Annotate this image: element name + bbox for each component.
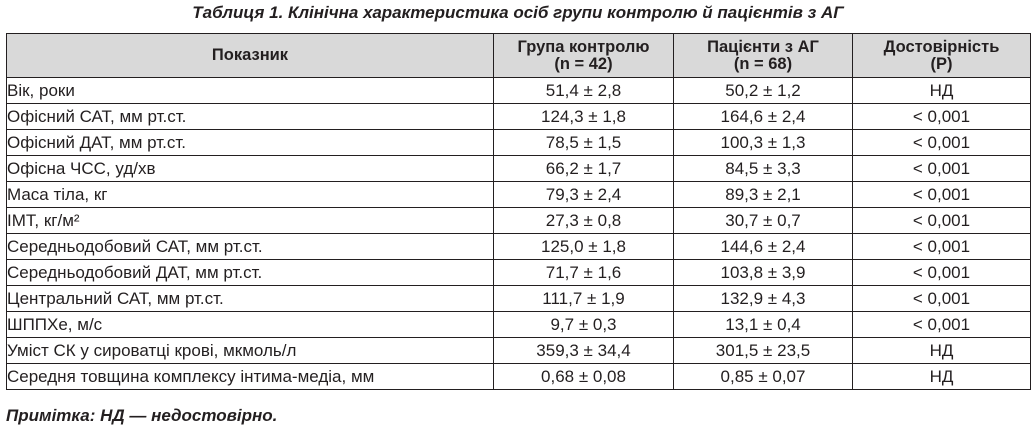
cell-control: 0,68 ± 0,08	[493, 363, 674, 390]
cell-patients: 13,1 ± 0,4	[673, 311, 853, 338]
table-row: Офісна ЧСС, уд/хв 66,2 ± 1,7 84,5 ± 3,3 …	[6, 155, 1031, 182]
cell-patients: 50,2 ± 1,2	[673, 77, 853, 104]
table-note: Примітка: НД — недостовірно.	[6, 406, 278, 425]
cell-control: 111,7 ± 1,9	[493, 285, 674, 312]
clinical-characteristics-table: Показник Група контролю (n = 42) Пацієнт…	[6, 33, 1031, 390]
cell-patients: 132,9 ± 4,3	[673, 285, 853, 312]
cell-patients: 100,3 ± 1,3	[673, 129, 853, 156]
cell-significance: < 0,001	[852, 181, 1031, 208]
cell-significance: < 0,001	[852, 259, 1031, 286]
column-header-patients-n: (n = 68)	[733, 54, 793, 73]
cell-control: 71,7 ± 1,6	[493, 259, 674, 286]
cell-control: 79,3 ± 2,4	[493, 181, 674, 208]
cell-significance: НД	[852, 77, 1031, 104]
table-row: Уміст СК у сироватці крові, мкмоль/л 359…	[6, 337, 1031, 364]
cell-indicator: Уміст СК у сироватці крові, мкмоль/л	[6, 337, 494, 364]
cell-control: 124,3 ± 1,8	[493, 103, 674, 130]
table-row: ІМТ, кг/м² 27,3 ± 0,8 30,7 ± 0,7 < 0,001	[6, 207, 1031, 234]
column-header-control-group-n: (n = 42)	[554, 54, 613, 73]
cell-indicator: Офісний САТ, мм рт.ст.	[6, 103, 494, 130]
cell-significance: НД	[852, 363, 1031, 390]
cell-patients: 301,5 ± 23,5	[673, 337, 853, 364]
table-row: Вік, роки 51,4 ± 2,8 50,2 ± 1,2 НД	[6, 77, 1031, 104]
cell-control: 78,5 ± 1,5	[493, 129, 674, 156]
table-row: Середня товщина комплексу інтима-медіа, …	[6, 363, 1031, 390]
cell-significance: НД	[852, 337, 1031, 364]
cell-indicator: Середньодобовий САТ, мм рт.ст.	[6, 233, 494, 260]
cell-control: 125,0 ± 1,8	[493, 233, 674, 260]
table-row: Офісний ДАТ, мм рт.ст. 78,5 ± 1,5 100,3 …	[6, 129, 1031, 156]
cell-significance: < 0,001	[852, 207, 1031, 234]
column-header-control-group: Група контролю (n = 42)	[493, 33, 674, 78]
column-header-indicator: Показник	[6, 33, 494, 78]
cell-patients: 164,6 ± 2,4	[673, 103, 853, 130]
column-header-significance-p: (Р)	[930, 54, 953, 73]
column-header-significance: Достовірність (Р)	[852, 33, 1031, 78]
cell-indicator: Офісний ДАТ, мм рт.ст.	[6, 129, 494, 156]
cell-indicator: Середньодобовий ДАТ, мм рт.ст.	[6, 259, 494, 286]
table-row: Середньодобовий САТ, мм рт.ст. 125,0 ± 1…	[6, 233, 1031, 260]
cell-significance: < 0,001	[852, 103, 1031, 130]
cell-control: 359,3 ± 34,4	[493, 337, 674, 364]
cell-significance: < 0,001	[852, 129, 1031, 156]
column-header-control-group-label: Група контролю	[517, 37, 650, 56]
cell-indicator: Центральний САТ, мм рт.ст.	[6, 285, 494, 312]
cell-patients: 103,8 ± 3,9	[673, 259, 853, 286]
cell-significance: < 0,001	[852, 285, 1031, 312]
cell-indicator: ІМТ, кг/м²	[6, 207, 494, 234]
cell-significance: < 0,001	[852, 233, 1031, 260]
table-row: Центральний САТ, мм рт.ст. 111,7 ± 1,9 1…	[6, 285, 1031, 312]
table-header-row: Показник Група контролю (n = 42) Пацієнт…	[6, 33, 1031, 78]
cell-indicator: Маса тіла, кг	[6, 181, 494, 208]
cell-control: 66,2 ± 1,7	[493, 155, 674, 182]
column-header-patients-label: Пацієнти з АГ	[707, 37, 819, 56]
table-caption: Таблиця 1. Клінічна характеристика осіб …	[192, 3, 844, 22]
cell-indicator: Офісна ЧСС, уд/хв	[6, 155, 494, 182]
table-row: Офісний САТ, мм рт.ст. 124,3 ± 1,8 164,6…	[6, 103, 1031, 130]
cell-patients: 0,85 ± 0,07	[673, 363, 853, 390]
cell-control: 9,7 ± 0,3	[493, 311, 674, 338]
cell-control: 27,3 ± 0,8	[493, 207, 674, 234]
column-header-indicator-label: Показник	[211, 46, 289, 64]
cell-indicator: Вік, роки	[6, 77, 494, 104]
cell-indicator: Середня товщина комплексу інтима-медіа, …	[6, 363, 494, 390]
cell-patients: 89,3 ± 2,1	[673, 181, 853, 208]
column-header-patients: Пацієнти з АГ (n = 68)	[673, 33, 853, 78]
table-row: Середньодобовий ДАТ, мм рт.ст. 71,7 ± 1,…	[6, 259, 1031, 286]
cell-patients: 84,5 ± 3,3	[673, 155, 853, 182]
cell-patients: 30,7 ± 0,7	[673, 207, 853, 234]
cell-indicator: ШППХе, м/с	[6, 311, 494, 338]
table-row: Маса тіла, кг 79,3 ± 2,4 89,3 ± 2,1 < 0,…	[6, 181, 1031, 208]
cell-significance: < 0,001	[852, 311, 1031, 338]
cell-patients: 144,6 ± 2,4	[673, 233, 853, 260]
cell-significance: < 0,001	[852, 155, 1031, 182]
table-row: ШППХе, м/с 9,7 ± 0,3 13,1 ± 0,4 < 0,001	[6, 311, 1031, 338]
cell-control: 51,4 ± 2,8	[493, 77, 674, 104]
column-header-significance-label: Достовірність	[883, 37, 1000, 56]
